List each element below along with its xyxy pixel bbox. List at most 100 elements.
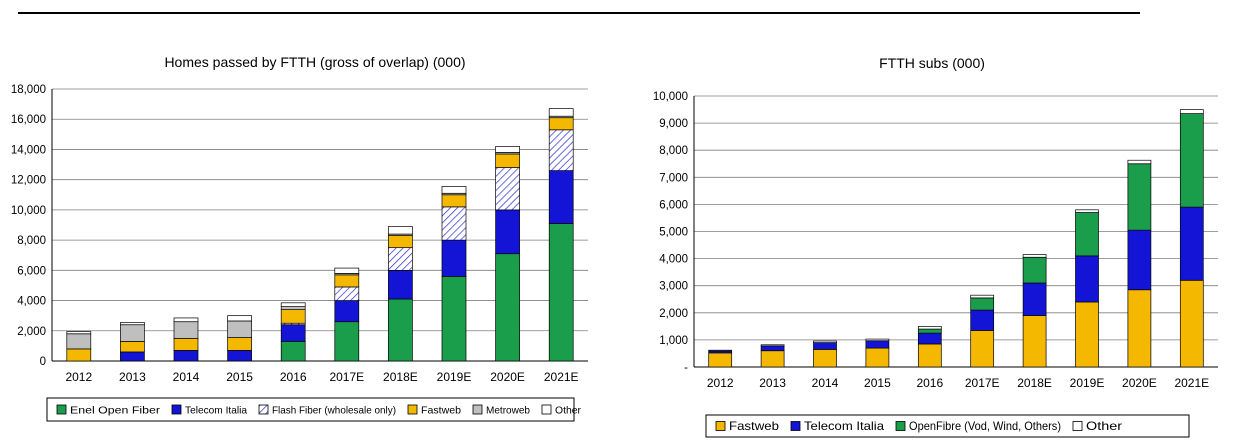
bar-other	[1075, 209, 1099, 213]
bar-fastweb	[1022, 315, 1047, 368]
bar-fastweb	[1075, 301, 1099, 368]
y-tick-label: -	[684, 362, 688, 374]
bar-fastweb	[120, 341, 145, 353]
x-tick-label: 2021E	[1174, 376, 1209, 390]
bar-fastweb	[280, 309, 306, 324]
x-tick-label: 2020E	[490, 370, 525, 384]
x-tick-label: 2018E	[1017, 376, 1052, 390]
bar-fastweb	[1179, 279, 1204, 368]
bar-enel-open-fiber	[334, 321, 360, 362]
legend-label-enel-open-fiber: Enel Open Fiber	[70, 405, 161, 417]
x-tick-label: 2016	[916, 376, 943, 390]
bar-fastweb	[548, 117, 574, 131]
legend-label-telecom-italia: Telecom Italia	[185, 405, 247, 417]
y-tick-label: 10,000	[653, 91, 688, 103]
legend-label-other: Other	[1086, 419, 1122, 433]
bar-fastweb	[495, 153, 520, 168]
bar-other	[865, 338, 890, 342]
legend-label-telecom-italia: Telecom Italia	[804, 419, 884, 433]
bar-telecom-italia	[120, 351, 145, 362]
y-tick-label: 16,000	[11, 114, 46, 126]
y-tick-label: 1,000	[659, 335, 688, 347]
legend-swatch-other	[1072, 421, 1083, 431]
bar-other	[173, 317, 199, 323]
bar-other	[708, 349, 733, 352]
y-tick-label: 10,000	[11, 205, 46, 217]
bar-fastweb	[760, 350, 785, 368]
legend-swatch-fastweb	[407, 404, 418, 415]
bar-metroweb	[227, 320, 252, 338]
bar-fastweb	[813, 349, 837, 368]
legend-label-other: Other	[555, 405, 581, 417]
bar-other	[1022, 254, 1047, 258]
bar-metroweb	[66, 333, 92, 350]
bar-openfibre-vod-wind-others	[917, 328, 942, 334]
legend-swatch-fastweb	[715, 421, 726, 431]
bar-other	[1179, 109, 1204, 114]
bar-other	[441, 186, 467, 194]
y-tick-label: 8,000	[17, 235, 46, 247]
x-tick-label: 2019E	[1070, 376, 1105, 390]
x-tick-label: 2015	[864, 376, 891, 390]
x-tick-label: 2014	[812, 376, 839, 390]
legend-box	[46, 397, 575, 422]
bar-enel-open-fiber	[495, 253, 520, 362]
legend-swatch-telecom-italia	[790, 421, 801, 431]
y-tick-label: 12,000	[11, 175, 46, 187]
bar-telecom-italia	[548, 170, 574, 224]
bar-other	[227, 315, 252, 322]
bar-enel-open-fiber	[548, 223, 574, 362]
legend-swatch-enel-open-fiber	[56, 404, 67, 415]
bar-fastweb	[1127, 289, 1152, 368]
bar-telecom-italia	[280, 324, 306, 342]
bar-telecom-italia	[760, 345, 785, 352]
bar-flash-fiber-wholesale-only	[441, 206, 467, 241]
x-tick-label: 2014	[173, 370, 200, 384]
y-tick-label: 2,000	[659, 308, 688, 320]
bar-openfibre-vod-wind-others	[970, 297, 995, 311]
bar-telecom-italia	[1179, 206, 1204, 281]
bar-other	[66, 331, 92, 335]
bar-enel-open-fiber	[441, 276, 467, 362]
bar-other	[548, 108, 574, 117]
bar-telecom-italia	[1075, 255, 1099, 303]
x-tick-label: 2019E	[437, 370, 472, 384]
legend-swatch-flash-fiber-wholesale-only	[258, 404, 269, 415]
bar-other	[495, 146, 520, 153]
bar-telecom-italia	[1127, 229, 1152, 291]
chart-title: FTTH subs (000)	[879, 55, 985, 71]
bar-fastweb	[227, 337, 252, 351]
bar-other	[917, 326, 942, 330]
x-tick-label: 2013	[759, 376, 786, 390]
legend: Fastweb Telecom Italia OpenFibre (Vod, Win…	[705, 414, 1190, 438]
x-tick-label: 2012	[65, 370, 92, 384]
x-tick-label: 2020E	[1122, 376, 1157, 390]
bar-fastweb	[441, 194, 467, 208]
bar-metroweb	[280, 306, 306, 310]
bar-openfibre-vod-wind-others	[1075, 212, 1099, 257]
bar-fastweb	[173, 337, 199, 351]
legend-swatch-metroweb	[472, 404, 483, 415]
bar-telecom-italia	[334, 300, 360, 323]
bar-telecom-italia	[227, 350, 252, 362]
y-tick-label: 2,000	[17, 326, 46, 338]
bar-other	[760, 344, 785, 347]
y-tick-label: 6,000	[17, 265, 46, 277]
bar-telecom-italia	[173, 350, 199, 362]
bar-telecom-italia	[495, 209, 520, 255]
bar-fastweb	[970, 330, 995, 368]
bar-telecom-italia	[388, 269, 413, 300]
legend-label-openfibre-vod-wind-others: OpenFibre (Vod, Wind, Others)	[909, 419, 1061, 433]
legend-swatch-openfibre-vod-wind-others	[895, 421, 906, 431]
x-tick-label: 2021E	[544, 370, 579, 384]
x-tick-label: 2017E	[329, 370, 364, 384]
bar-other	[334, 267, 360, 274]
legend-label-flash-fiber-wholesale-only: Flash Fiber (wholesale only)	[272, 405, 396, 417]
bar-other	[1127, 159, 1152, 165]
x-tick-label: 2015	[226, 370, 253, 384]
y-tick-label: 0	[40, 356, 46, 368]
legend-label-metroweb: Metroweb	[486, 405, 530, 417]
y-tick-label: 18,000	[11, 84, 46, 96]
legend-swatch-other	[541, 404, 552, 415]
y-tick-label: 4,000	[659, 254, 688, 266]
